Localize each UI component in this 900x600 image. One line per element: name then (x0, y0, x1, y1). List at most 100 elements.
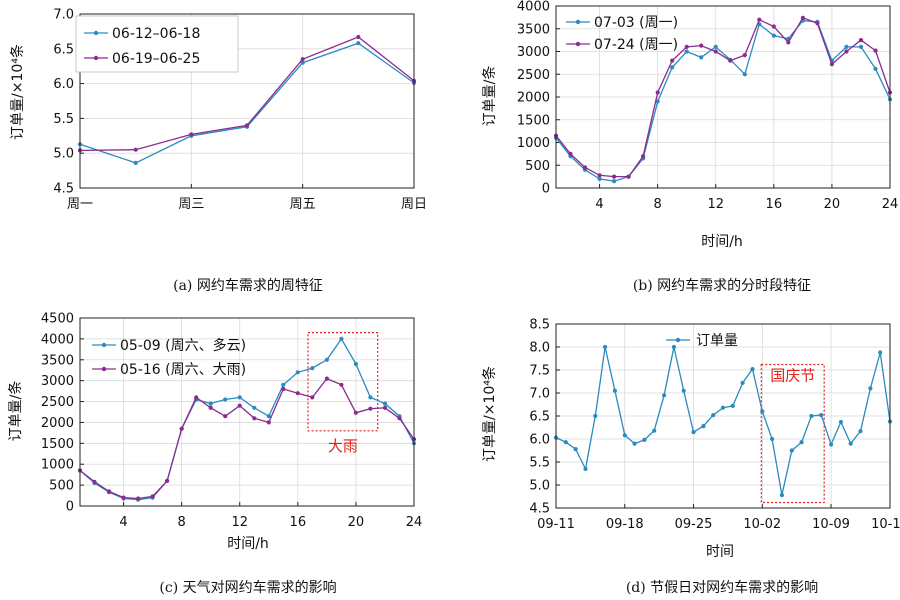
data-point (356, 34, 361, 40)
panel-a-ticks: 4.5 5.0 5.5 6.0 6.5 7.0 周一 周三 周五 周日 (53, 8, 427, 213)
y-tick-label: 0 (66, 500, 74, 515)
data-point (699, 43, 704, 48)
data-point (632, 441, 637, 446)
data-point (397, 416, 402, 421)
legend-marker-0516 (101, 366, 107, 372)
annotation-label: 国庆节 (770, 366, 815, 384)
panel-b-ticks: 0 500 1000 1500 2000 2500 3000 3500 4000 4 8 12 16 20… (517, 0, 898, 212)
y-tick-label: 6.0 (529, 433, 550, 448)
y-tick-label: 500 (49, 479, 74, 494)
panel-c-ticks: 0 500 1000 1500 2000 2500 3000 3500 4000 4500 4 8 12… (41, 312, 422, 531)
data-point (593, 413, 598, 419)
data-point (858, 44, 864, 50)
panel-c-caption: (c) 天气对网约车需求的影响 (159, 579, 336, 596)
data-point (92, 479, 97, 484)
y-tick-label: 6.0 (53, 77, 74, 92)
y-tick-label: 7.5 (529, 364, 550, 379)
data-point (382, 405, 388, 410)
y-tick-label: 1000 (517, 136, 550, 151)
panel-b-frame (555, 5, 891, 189)
y-tick-label: 1500 (517, 113, 550, 128)
data-point (655, 99, 660, 104)
data-point (789, 448, 794, 453)
legend-label-0509: 05-09 (周六、多云) (120, 337, 246, 354)
panel-d-xlabel: 时间 (706, 544, 734, 560)
y-tick-label: 2500 (41, 395, 74, 410)
x-tick-label: 周一 (67, 197, 93, 212)
y-tick-label: 4.5 (53, 182, 74, 197)
panel-c-xlabel: 时间/h (227, 536, 269, 552)
data-point (642, 437, 647, 442)
data-point (809, 413, 814, 419)
data-point (720, 405, 726, 410)
data-point (844, 49, 849, 54)
data-point (106, 489, 112, 494)
panel-b-ylabel: 订单量/条 (481, 66, 498, 127)
legend-marker-0612 (93, 30, 99, 36)
data-point (252, 405, 257, 410)
y-tick-label: 2000 (517, 91, 550, 106)
legend-marker-0619 (93, 55, 99, 61)
data-point (655, 90, 660, 95)
x-tick-label: 20 (348, 515, 365, 530)
data-point (237, 403, 242, 408)
panel-d-box-g: 国庆节 (760, 363, 825, 504)
data-point (742, 72, 747, 77)
panel-c-series (77, 336, 417, 502)
legend-label-0724: 07-24 (周一) (594, 37, 678, 53)
data-point (819, 413, 824, 418)
data-point (868, 386, 873, 391)
data-point (266, 420, 271, 425)
panel-d-ticks: 4.5 5.0 5.5 6.0 6.5 7.0 7.5 8.0 8.5 09-11 09-18 09-… (529, 318, 900, 533)
panel-b-legend: 07-03 (周一) 07-24 (周一) (566, 15, 678, 53)
panel-b-caption: (b) 网约车需求的分时段特征 (633, 277, 811, 294)
data-point (353, 361, 358, 367)
panel-d-ylabel: 订单量/×10⁴条 (481, 366, 498, 462)
data-point (711, 413, 716, 418)
data-point (310, 395, 315, 400)
x-tick-label: 24 (406, 515, 423, 530)
data-point (728, 58, 733, 63)
y-tick-label: 5.5 (529, 456, 550, 471)
panel-c: 大雨 0 500 1000 1500 2000 2500 3000 3500 4000 4500 4… (7, 312, 422, 597)
y-tick-label: 2000 (41, 416, 74, 431)
data-point (281, 382, 286, 387)
data-point (626, 174, 631, 179)
x-tick-label: 周日 (401, 197, 427, 212)
data-point (829, 62, 835, 67)
panel-c-box-g: 大雨 (307, 332, 379, 455)
data-point (324, 376, 329, 381)
data-point (670, 65, 675, 70)
x-tick-label: 24 (882, 197, 899, 212)
x-tick-label: 周五 (290, 197, 316, 212)
y-tick-label: 1000 (41, 458, 74, 473)
data-point (295, 370, 300, 375)
data-point (858, 429, 863, 434)
legend-box (75, 15, 239, 73)
panel-a-ylabel: 订单量/×10⁴条 (9, 44, 26, 140)
data-point (662, 393, 667, 398)
data-point (652, 428, 657, 433)
y-tick-label: 6.5 (529, 410, 550, 425)
panel-a-legend: 06-12–06-18 06-19–06-25 (75, 15, 239, 73)
x-tick-label: 4 (119, 515, 127, 530)
y-tick-label: 5.0 (529, 479, 550, 494)
data-point (266, 414, 271, 419)
data-point (597, 176, 602, 181)
data-point (701, 424, 706, 429)
data-point (699, 55, 704, 60)
data-point (353, 410, 358, 415)
data-point (713, 49, 718, 54)
data-point (684, 44, 689, 50)
data-point (771, 33, 776, 38)
panel-b: 0 500 1000 1500 2000 2500 3000 3500 4000 4 8 12 16 20… (481, 0, 898, 294)
y-tick-label: 5.5 (53, 112, 74, 127)
annotation-label: 大雨 (328, 437, 358, 455)
x-tick-label: 09-18 (606, 517, 644, 532)
data-point (622, 433, 627, 438)
data-point (382, 401, 388, 406)
annotation-box (307, 332, 379, 432)
data-point (691, 430, 696, 435)
data-point (873, 66, 878, 71)
data-point (770, 436, 775, 442)
